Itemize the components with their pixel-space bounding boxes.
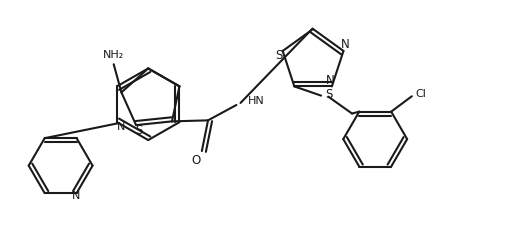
Text: N: N (341, 38, 350, 51)
Text: O: O (191, 154, 200, 167)
Text: NH₂: NH₂ (103, 50, 124, 60)
Text: N: N (117, 122, 125, 132)
Text: Cl: Cl (415, 89, 426, 99)
Text: N: N (71, 191, 80, 201)
Text: S: S (135, 124, 142, 137)
Text: S: S (275, 49, 282, 61)
Text: N: N (326, 74, 335, 87)
Text: HN: HN (248, 96, 265, 106)
Text: S: S (325, 88, 333, 101)
